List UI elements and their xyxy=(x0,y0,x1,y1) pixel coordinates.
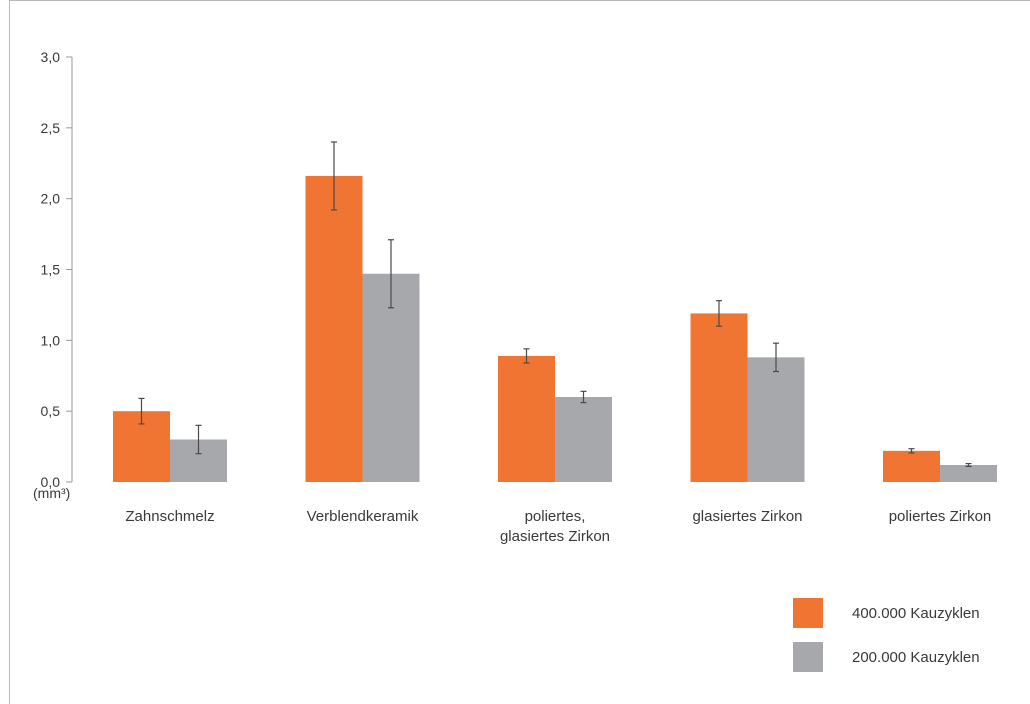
y-tick-label: 3,0 xyxy=(41,49,61,65)
bar-orange xyxy=(690,313,748,482)
bar-orange xyxy=(498,355,555,482)
category-label: Verblendkeramik xyxy=(307,508,419,525)
legend-swatch xyxy=(793,642,823,672)
y-tick-label: 2,5 xyxy=(41,120,61,136)
legend-label: 400.000 Kauzyklen xyxy=(852,605,980,622)
legend-label: 200.000 Kauzyklen xyxy=(852,649,980,666)
y-tick-label: 1,5 xyxy=(41,262,61,278)
y-tick-label: 2,0 xyxy=(41,191,61,207)
bar-gray xyxy=(555,397,612,482)
bar-orange xyxy=(883,450,940,482)
bar-gray xyxy=(362,273,420,482)
category-label: Zahnschmelz xyxy=(125,508,214,525)
y-tick-label: 0,0 xyxy=(41,474,61,490)
y-unit-label: (mm³) xyxy=(33,485,70,501)
bar-gray xyxy=(747,357,805,482)
y-tick-label: 1,0 xyxy=(41,332,61,348)
chart-frame xyxy=(9,0,1030,704)
y-tick-label: 0,5 xyxy=(41,403,61,419)
bar-orange xyxy=(305,176,363,482)
category-label: poliertes Zirkon xyxy=(889,508,992,525)
category-label: glasiertes Zirkon xyxy=(692,508,802,525)
category-label: poliertes, glasiertes Zirkon xyxy=(500,508,610,545)
legend-swatch xyxy=(793,598,823,628)
bar-gray xyxy=(940,465,997,482)
